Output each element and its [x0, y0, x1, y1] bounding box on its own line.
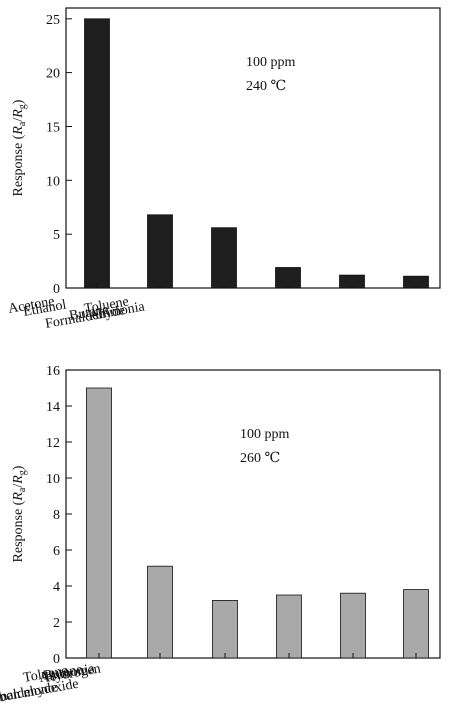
- bar: [403, 589, 429, 659]
- y-tick-label: 10: [46, 174, 60, 189]
- annotation-concentration: 100 ppm: [246, 55, 296, 70]
- y-tick-label: 5: [53, 228, 60, 243]
- y-tick-label: 2: [53, 616, 60, 631]
- y-tick-label: 15: [46, 121, 60, 136]
- plot-frame: [65, 7, 441, 289]
- y-tick-label: 25: [46, 13, 60, 28]
- bar: [147, 565, 173, 659]
- x-axis-labels: FormaldehydeTolueneAmmoniaHydrogenCarbon…: [0, 661, 102, 709]
- x-axis-labels: AcetoneEthanolFormaldehydeTolueneAmmonia…: [7, 294, 147, 332]
- y-tick-label: 16: [46, 364, 60, 379]
- bar: [211, 227, 237, 289]
- y-tick-label: 20: [46, 67, 60, 82]
- y-axis-ticks: 0 5 10 15 20 25: [46, 13, 417, 297]
- y-tick-label: 10: [46, 472, 60, 487]
- y-tick-label: 12: [46, 436, 60, 451]
- bar-series: [86, 387, 429, 659]
- x-category-label: Butane: [68, 302, 110, 324]
- annotation-temperature: 260 ℃: [240, 451, 280, 466]
- annotation-concentration: 100 ppm: [240, 427, 290, 442]
- annotation-temperature: 240 ℃: [246, 79, 286, 94]
- bar: [147, 214, 173, 289]
- y-tick-label: 0: [53, 282, 60, 297]
- y-tick-label: 4: [53, 580, 60, 595]
- y-tick-label: 8: [53, 508, 60, 523]
- y-axis-label: Response (Ra/Rg): [11, 99, 28, 196]
- y-axis-label: Response (Ra/Rg): [11, 465, 28, 562]
- y-axis-ticks: 0 2 4 6 8 10 12 14 16: [46, 364, 417, 667]
- x-category-label: Ethanol: [22, 298, 68, 320]
- bar: [276, 594, 302, 659]
- y-tick-label: 14: [46, 400, 60, 415]
- chart-panel-bottom: Response (Ra/Rg) 100 ppm 260 ℃ 0 2 4 6 8 10 12…: [0, 364, 441, 709]
- bar: [84, 18, 110, 289]
- plot-frame: [65, 369, 441, 659]
- x-category-label: Butane: [42, 662, 84, 684]
- y-tick-label: 6: [53, 544, 60, 559]
- bar: [340, 592, 366, 659]
- bar: [212, 600, 238, 659]
- chart-panel-top: Response (Ra/Rg) 100 ppm 240 ℃ 0 5 10 15 20 2…: [7, 7, 441, 332]
- y-tick-label: 0: [53, 652, 60, 667]
- bar-series: [84, 18, 429, 289]
- bar: [86, 387, 112, 659]
